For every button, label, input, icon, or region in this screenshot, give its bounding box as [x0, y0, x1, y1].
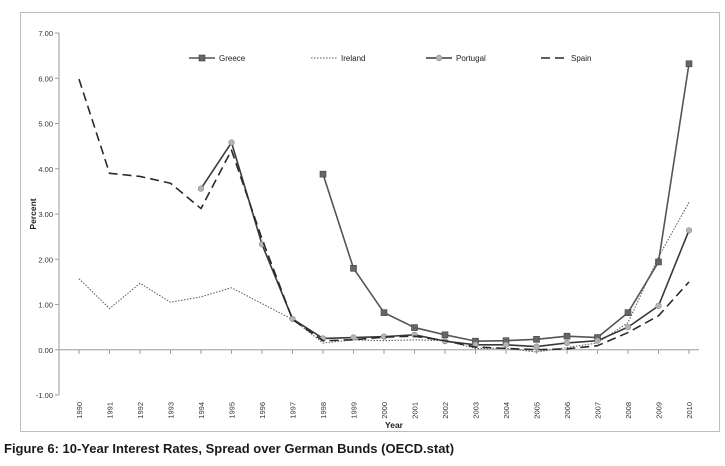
legend-label-spain: Spain: [571, 54, 591, 63]
data-point-greece: [563, 332, 571, 340]
x-tick-label: 2008: [624, 402, 633, 419]
data-point-greece: [319, 170, 327, 178]
x-tick-label: 2009: [655, 402, 664, 419]
series-line-spain: [78, 78, 690, 351]
data-point-portugal: [594, 337, 601, 344]
series-line-ireland: [78, 201, 690, 353]
data-point-greece: [441, 331, 449, 339]
data-point-greece: [411, 324, 418, 331]
series-line-greece: [322, 63, 690, 342]
data-point-greece: [685, 60, 693, 68]
y-tick-label: 4.00: [38, 165, 53, 174]
legend-marker-greece: [198, 54, 206, 62]
x-tick-label: 1999: [350, 402, 359, 419]
x-tick-label: 2001: [411, 402, 420, 419]
y-tick-label: 3.00: [38, 210, 53, 219]
data-point-portugal: [502, 341, 510, 348]
x-tick-label: 2006: [563, 402, 572, 419]
legend-label-ireland: Ireland: [341, 54, 365, 63]
x-tick-label: 1998: [319, 402, 328, 419]
y-tick-label: 2.00: [38, 255, 53, 264]
data-point-greece: [350, 265, 357, 272]
data-point-portugal: [197, 185, 205, 192]
x-tick-label: 2007: [594, 402, 603, 419]
data-point-portugal: [655, 302, 662, 309]
y-axis-title: Percent: [28, 198, 38, 229]
data-point-portugal: [624, 324, 632, 331]
x-tick-label: 1994: [197, 402, 206, 419]
data-point-portugal: [533, 343, 540, 350]
x-tick-label: 1997: [289, 402, 298, 419]
y-tick-label: 0.00: [38, 346, 53, 355]
x-tick-label: 2010: [685, 402, 694, 419]
legend-label-portugal: Portugal: [456, 54, 486, 63]
figure-caption: Figure 6: 10-Year Interest Rates, Spread…: [4, 441, 455, 456]
x-tick-label: 1995: [228, 402, 237, 419]
data-point-portugal: [350, 334, 357, 341]
x-tick-label: 2002: [441, 402, 450, 419]
data-point-portugal: [289, 315, 296, 323]
data-point-greece: [655, 258, 662, 266]
x-tick-label: 1991: [106, 402, 115, 419]
y-tick-label: 1.00: [38, 301, 53, 310]
data-point-portugal: [563, 339, 571, 347]
data-point-portugal: [685, 227, 693, 234]
data-point-greece: [380, 309, 388, 316]
legend-marker-portugal: [435, 54, 443, 62]
x-tick-label: 2004: [502, 402, 511, 419]
x-tick-label: 1993: [167, 402, 176, 419]
data-point-portugal: [228, 139, 235, 146]
x-axis-title: Year: [385, 420, 404, 430]
series-line-portugal: [200, 141, 690, 348]
data-point-greece: [533, 336, 540, 343]
y-tick-label: -1.00: [36, 391, 53, 400]
x-tick-label: 1992: [136, 402, 145, 419]
y-tick-label: 5.00: [38, 120, 53, 129]
y-tick-label: 6.00: [38, 74, 53, 83]
legend-label-greece: Greece: [219, 54, 246, 63]
y-tick-label: 7.00: [38, 29, 53, 38]
line-chart: -1.00 0.00 1.00 2.00 3.00 4.00 5.00 6.00 7.00 199…: [28, 29, 699, 430]
chart-frame: -1.00 0.00 1.00 2.00 3.00 4.00 5.00 6.00 7.00 199…: [20, 12, 720, 432]
x-tick-label: 2005: [533, 402, 542, 419]
x-tick-label: 1990: [75, 402, 84, 419]
x-tick-label: 2000: [380, 402, 389, 419]
data-point-greece: [624, 309, 632, 316]
x-tick-label: 2003: [472, 402, 481, 419]
x-tick-label: 1996: [258, 402, 267, 419]
